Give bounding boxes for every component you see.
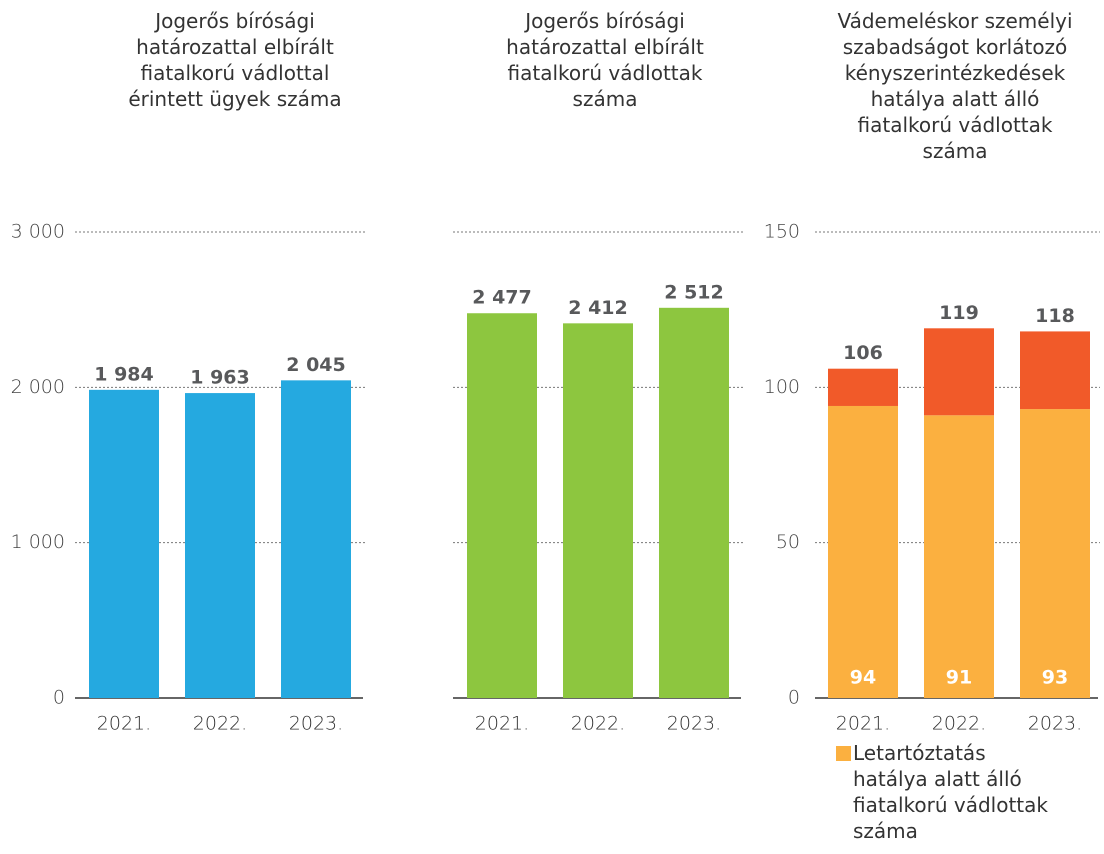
y-tick-label: 100 [764,376,800,398]
x-tick-label: 2021. [97,713,151,735]
value-label: 94 [850,667,876,689]
x-tick-label: 2022. [571,713,625,735]
bar-segment [1020,409,1090,698]
chart-title: Vádemeléskor személyi szabadságot korlát… [837,9,1073,163]
value-label: 93 [1042,667,1068,689]
value-label: 1 984 [94,363,154,385]
x-tick-label: 2021. [475,713,529,735]
bar [467,313,537,698]
value-label: 2 045 [286,354,346,376]
bar-segment [828,368,898,406]
x-tick-label: 2022. [193,713,247,735]
value-label: 91 [946,667,972,689]
chart-title: Jogerős bírósági határozattal elbírált f… [506,9,704,111]
x-tick-label: 2021. [836,713,890,735]
x-tick-label: 2023. [1028,713,1082,735]
bar-segment [828,405,898,698]
total-label: 119 [939,302,979,324]
y-tick-label: 50 [776,531,800,553]
legend-item: Letartóztatás hatálya alatt álló fiatalk… [836,740,1048,844]
y-tick-label: 1 000 [11,531,65,553]
value-label: 2 412 [568,297,628,319]
bar [563,323,633,698]
legend-swatch [836,746,851,761]
bar [185,393,255,698]
chart-title: Jogerős bírósági határozattal elbírált f… [128,9,342,111]
y-tick-label: 0 [788,687,800,709]
x-tick-label: 2023. [667,713,721,735]
bar-segment [1020,331,1090,410]
y-tick-label: 0 [53,687,65,709]
y-tick-label: 3 000 [11,221,65,243]
bar [659,307,729,698]
bar-segment [924,415,994,698]
bar [281,380,351,698]
total-label: 118 [1035,305,1075,327]
bar [89,389,159,698]
value-label: 2 477 [472,287,532,309]
y-tick-label: 2 000 [11,376,65,398]
value-label: 2 512 [664,281,724,303]
x-tick-label: 2022. [932,713,986,735]
x-tick-label: 2023. [289,713,343,735]
value-label: 1 963 [190,367,250,389]
y-tick-label: 150 [764,221,800,243]
bar-segment [924,328,994,416]
total-label: 106 [843,342,883,364]
